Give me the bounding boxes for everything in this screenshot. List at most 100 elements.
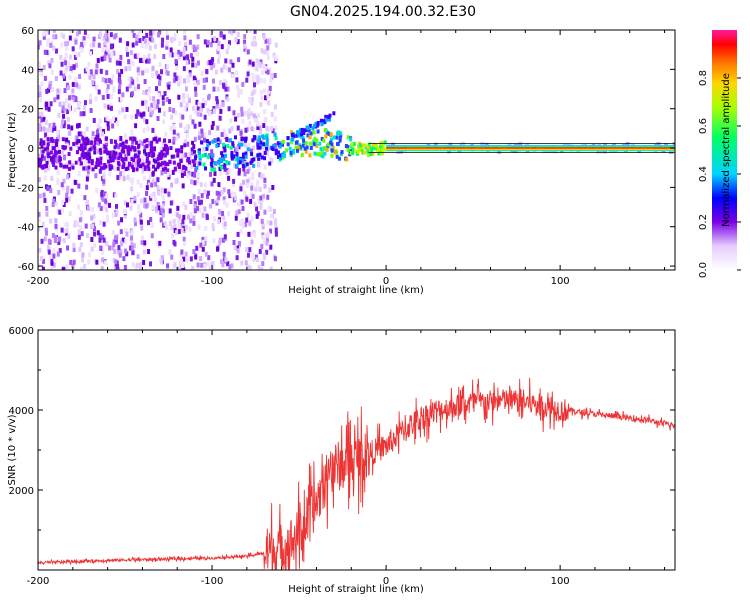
spectrogram-cell: [207, 255, 211, 261]
spectrogram-cell: [269, 220, 273, 226]
spectrogram-cell: [143, 117, 147, 123]
spectrogram-cell: [251, 76, 255, 82]
spectrogram-cell: [201, 239, 205, 245]
spectrogram-cell: [292, 150, 296, 155]
spectrogram-cell: [66, 245, 70, 251]
spectrogram-cell: [352, 142, 356, 147]
spectrogram-cell: [256, 121, 260, 127]
spectrogram-cell: [69, 30, 73, 34]
spectrogram-cell: [306, 126, 310, 131]
spectrogram-cell: [217, 160, 221, 165]
spectrogram-cell: [182, 78, 186, 84]
spectrogram-cell: [266, 220, 270, 226]
spectrogram-cell: [101, 234, 105, 240]
spectrogram-cell: [58, 155, 62, 160]
spectrogram-cell: [205, 42, 209, 48]
spectrogram-cell: [98, 118, 102, 124]
spectrogram-cell: [194, 254, 198, 260]
spectrogram-cell: [189, 53, 193, 59]
spectrogram-cell: [103, 103, 107, 109]
spectrogram-cell: [176, 266, 180, 270]
spectrogram-cell: [102, 165, 106, 170]
x-tick-label: 0: [383, 276, 389, 287]
spectrogram-cell: [192, 194, 196, 200]
spectrogram-cell: [270, 146, 274, 151]
spectrogram-cell: [65, 164, 69, 169]
spectrogram-cell: [246, 264, 250, 270]
spectrogram-cell: [38, 91, 42, 97]
spectrogram-cell: [244, 151, 248, 156]
spectrogram-cell: [116, 68, 120, 74]
spectrogram-cell: [111, 74, 115, 80]
spectrogram-cell: [263, 150, 267, 155]
spectrogram-cell: [79, 146, 83, 152]
spectrogram-cell: [240, 89, 244, 95]
spectrogram-cell: [185, 133, 189, 139]
spectrogram-cell: [227, 175, 231, 181]
spectrogram-cell: [59, 70, 63, 76]
spectrogram-cell: [195, 166, 199, 171]
spectrogram-cell: [215, 143, 219, 148]
spectrogram-cell: [130, 91, 134, 97]
spectrogram-cell: [98, 31, 102, 37]
spectrogram-cell: [327, 117, 331, 122]
spectrogram-cell: [94, 69, 98, 75]
spectrogram-cell: [220, 44, 224, 50]
spectrogram-cell: [224, 65, 228, 71]
spectrogram-cell: [274, 151, 278, 156]
spectrogram-cell: [158, 80, 162, 86]
spectrogram-cell: [265, 133, 269, 138]
spectrogram-cell: [66, 140, 70, 146]
spectrogram-cell: [338, 131, 342, 136]
spectrogram-cell: [235, 151, 239, 156]
spectrogram-cell: [216, 58, 220, 64]
spectrogram-cell: [309, 131, 313, 136]
spectrogram-cell: [226, 261, 230, 267]
spectrogram-cell: [184, 251, 188, 257]
spectrogram-cell: [98, 126, 102, 132]
spectrogram-cell: [235, 70, 239, 76]
spectrogram-cell: [177, 81, 181, 87]
colorbar: 0.00.20.40.60.8 Normalized spectral ampl…: [698, 30, 741, 278]
spectrogram-cell: [52, 122, 56, 128]
spectrogram-cell: [77, 234, 81, 240]
spectrogram-cell: [44, 132, 48, 138]
spectrogram-cell: [185, 125, 189, 131]
spectrogram-cell: [176, 153, 180, 158]
y-tick-label: 2000: [9, 486, 34, 497]
spectrogram-cell: [195, 245, 199, 251]
spectrogram-cell: [173, 262, 177, 268]
spectrogram-cell: [78, 246, 82, 252]
spectrogram-cell: [38, 226, 41, 232]
spectrogram-cell: [98, 168, 102, 174]
spectrogram-cell: [213, 167, 217, 172]
spectrogram-cell: [85, 126, 89, 132]
spectrogram-cell: [61, 267, 65, 270]
spectrogram-cell: [382, 147, 386, 152]
spectrogram-cell: [115, 208, 119, 214]
x-tick-label: -100: [201, 276, 224, 287]
snr-series-line: [38, 377, 675, 570]
spectrogram-cell: [193, 208, 197, 214]
spectrogram-cell: [223, 166, 227, 172]
spectrogram-cell: [73, 179, 77, 185]
spectrogram-cell: [131, 139, 135, 145]
colorbar-tick-label: 0.8: [698, 70, 709, 86]
spectrogram-cell: [103, 33, 107, 39]
spectrogram-cell: [144, 99, 148, 105]
spectrogram-cell: [234, 157, 238, 162]
spectrogram-cell: [183, 166, 187, 171]
spectrogram-cell: [111, 116, 115, 122]
spectrogram-cell: [274, 125, 278, 131]
spectrogram-cell: [153, 177, 157, 183]
spectrogram-cell: [65, 188, 69, 194]
spectrogram-cell: [182, 225, 186, 231]
spectrogram-cell: [223, 199, 227, 205]
spectrogram-cell: [266, 45, 270, 51]
spectrogram-cell: [333, 150, 337, 155]
spectrogram-cell: [130, 235, 134, 241]
spectrogram-cell: [85, 184, 89, 190]
spectrogram-cell: [193, 163, 197, 168]
spectrogram-cell: [188, 114, 192, 120]
spectrogram-cell: [183, 106, 187, 112]
